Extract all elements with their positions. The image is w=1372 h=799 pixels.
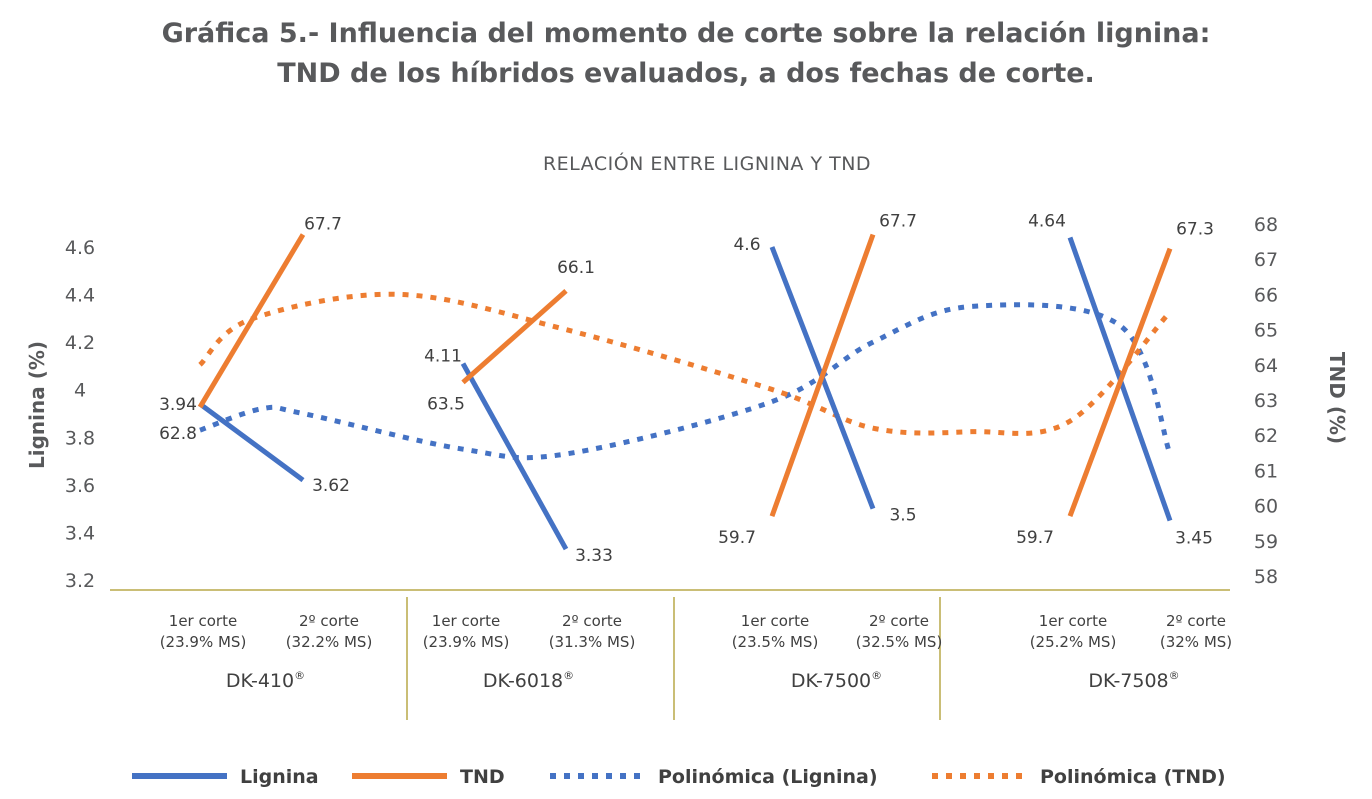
y2-tick-label: 58 xyxy=(1254,566,1278,588)
x-subcategory-label: (23.9% MS) xyxy=(160,633,247,651)
series-tnd-segment xyxy=(197,233,306,409)
page-title-line-1: Gráfica 5.- Influencia del momento de co… xyxy=(161,18,1211,49)
data-label-tnd: 67.7 xyxy=(304,215,342,235)
trendline-tnd xyxy=(198,291,1172,436)
legend-polinomica-tnd: Polinómica (TND) xyxy=(932,766,1226,788)
category-name: DK-7508 xyxy=(1088,670,1168,692)
data-label-tnd: 62.8 xyxy=(159,424,197,444)
y-tick-label: 3.6 xyxy=(65,475,95,497)
data-label-tnd: 59.7 xyxy=(1016,528,1054,548)
data-label-tnd: 67.7 xyxy=(879,212,917,232)
registered-mark: ® xyxy=(294,669,305,682)
y2-tick-label: 64 xyxy=(1254,355,1278,377)
legend-lignina: Lignina xyxy=(132,766,319,788)
legend-tnd-label: TND xyxy=(460,766,505,788)
data-label-tnd: 67.3 xyxy=(1176,220,1214,240)
x-subcategory-label: (32.5% MS) xyxy=(856,633,943,651)
data-label-lignina: 3.62 xyxy=(312,476,350,496)
data-label-lignina: 3.5 xyxy=(889,506,916,526)
x-subcategory-label: (32% MS) xyxy=(1160,633,1232,651)
y-tick-label: 4.4 xyxy=(65,285,95,307)
x-subcategory-label: (25.2% MS) xyxy=(1030,633,1117,651)
y-tick-label: 3.8 xyxy=(65,427,95,449)
x-subcategory-label: 2º corte xyxy=(869,612,929,630)
series-lignina-segment xyxy=(198,401,305,483)
data-label-lignina: 4.64 xyxy=(1028,211,1066,231)
registered-mark: ® xyxy=(871,669,882,682)
x-category-label: DK-7508® xyxy=(1088,669,1179,692)
series-tnd-segment xyxy=(1067,247,1173,518)
y2-tick-label: 66 xyxy=(1254,284,1278,306)
y2-tick-label: 63 xyxy=(1254,390,1278,412)
x-category-label: DK-6018® xyxy=(483,669,574,692)
x-subcategory-label: (23.9% MS) xyxy=(423,633,510,651)
data-label-tnd: 63.5 xyxy=(427,394,465,414)
series-tnd-segment xyxy=(769,233,876,518)
x-subcategory-label: (23.5% MS) xyxy=(732,633,819,651)
y-tick-label: 4 xyxy=(74,380,86,402)
y2-axis-label: TND (%) xyxy=(1325,352,1349,444)
legend-lignina-label: Lignina xyxy=(240,766,319,788)
category-name: DK-7500 xyxy=(791,670,871,692)
y2-tick-label: 65 xyxy=(1254,320,1278,342)
chart-title: RELACIÓN ENTRE LIGNINA Y TND xyxy=(543,151,871,175)
x-subcategory-label: 2º corte xyxy=(1166,612,1226,630)
y2-tick-label: 62 xyxy=(1254,425,1278,447)
x-subcategory-label: 2º corte xyxy=(562,612,622,630)
y-axis-label: Lignina (%) xyxy=(25,341,49,469)
y-tick-label: 3.2 xyxy=(65,570,95,592)
y2-tick-label: 67 xyxy=(1254,249,1278,271)
registered-mark: ® xyxy=(1169,669,1180,682)
legend: Lignina TND Polinómica (Lignina) Polinómica… xyxy=(132,766,1226,788)
legend-polinomica-lignina: Polinómica (Lignina) xyxy=(550,766,878,788)
data-label-lignina: 4.11 xyxy=(424,347,462,367)
x-subcategory-label: 1er corte xyxy=(432,612,500,630)
page-title: Gráfica 5.- Influencia del momento de co… xyxy=(0,14,1372,94)
registered-mark: ® xyxy=(563,669,574,682)
data-label-tnd: 66.1 xyxy=(557,258,595,278)
x-subcategory-label: (32.2% MS) xyxy=(286,633,373,651)
y2-tick-label: 61 xyxy=(1254,460,1278,482)
x-subcategory-label: 1er corte xyxy=(1039,612,1107,630)
y-tick-label: 4.6 xyxy=(65,237,95,259)
legend-tnd: TND xyxy=(352,766,505,788)
trendline-lignina xyxy=(199,302,1173,461)
data-label-lignina: 3.45 xyxy=(1175,529,1213,549)
x-subcategory-label: 2º corte xyxy=(299,612,359,630)
x-subcategory-label: (31.3% MS) xyxy=(549,633,636,651)
legend-polinomica-tnd-label: Polinómica (TND) xyxy=(1040,766,1226,788)
category-name: DK-410 xyxy=(226,670,294,692)
data-label-tnd: 59.7 xyxy=(718,528,756,548)
y2-tick-label: 68 xyxy=(1254,214,1278,236)
y-tick-label: 4.2 xyxy=(65,332,95,354)
page-title-line-2: TND de los híbridos evaluados, a dos fec… xyxy=(277,58,1095,89)
y2-tick-label: 60 xyxy=(1254,496,1278,518)
series-tnd-segment xyxy=(461,289,568,385)
data-label-lignina: 3.94 xyxy=(159,395,197,415)
data-label-lignina: 4.6 xyxy=(733,235,760,255)
data-label-lignina: 3.33 xyxy=(575,546,613,566)
x-category-label: DK-410® xyxy=(226,669,305,692)
x-subcategory-label: 1er corte xyxy=(169,612,237,630)
category-name: DK-6018 xyxy=(483,670,563,692)
x-category-label: DK-7500® xyxy=(791,669,882,692)
plot-area: 4.6 4.4 4.2 4 3.8 3.6 3.4 3.2 68 67 66 65 64 63 62 61 60… xyxy=(65,211,1278,720)
legend-polinomica-lignina-label: Polinómica (Lignina) xyxy=(658,766,878,788)
y2-tick-label: 59 xyxy=(1254,531,1278,553)
series-lignina-segment xyxy=(460,362,569,551)
x-subcategory-label: 1er corte xyxy=(741,612,809,630)
y-tick-label: 3.4 xyxy=(65,522,95,544)
